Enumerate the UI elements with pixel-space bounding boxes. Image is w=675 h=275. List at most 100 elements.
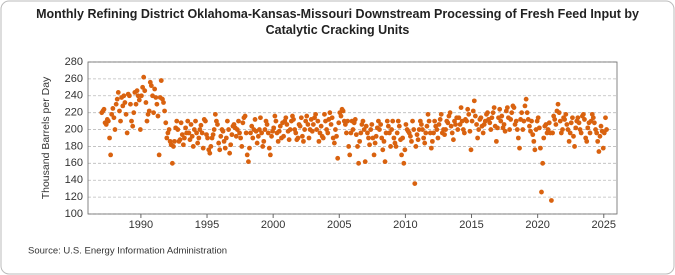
point: [390, 118, 396, 124]
point: [309, 128, 315, 134]
point: [495, 125, 500, 131]
point: [409, 138, 414, 144]
point: [347, 152, 353, 158]
point: [207, 150, 213, 156]
point: [487, 120, 493, 126]
point: [367, 142, 372, 148]
point: [381, 138, 387, 144]
point: [455, 127, 461, 132]
point: [135, 93, 141, 99]
point: [539, 189, 544, 195]
point: [368, 127, 374, 132]
point: [426, 118, 432, 124]
point: [310, 122, 316, 127]
point: [555, 101, 561, 107]
point: [411, 127, 417, 132]
point: [196, 135, 202, 141]
point: [573, 125, 579, 131]
point: [520, 127, 526, 132]
point: [267, 152, 273, 158]
point: [188, 122, 194, 127]
point: [220, 128, 226, 134]
y-tick-label: 160: [65, 157, 83, 169]
point: [198, 122, 204, 128]
point: [316, 138, 322, 144]
point: [295, 135, 301, 141]
point: [591, 120, 597, 126]
point: [226, 127, 231, 132]
point: [571, 133, 576, 139]
point: [182, 135, 187, 141]
point: [388, 144, 393, 149]
point: [336, 120, 342, 126]
point: [123, 111, 129, 117]
point: [373, 133, 379, 139]
point: [419, 122, 424, 127]
point: [146, 108, 152, 114]
point: [490, 110, 496, 116]
point: [527, 123, 532, 129]
point: [148, 83, 154, 89]
point: [400, 135, 406, 141]
point: [568, 120, 574, 126]
point: [210, 132, 216, 138]
point: [276, 128, 282, 134]
point: [111, 115, 117, 121]
y-tick-label: 280: [65, 56, 83, 68]
point: [384, 118, 390, 124]
point: [269, 133, 274, 139]
point: [108, 152, 114, 158]
plot-border: [87, 61, 618, 215]
point: [304, 113, 310, 119]
point: [299, 133, 305, 139]
point: [258, 115, 263, 121]
point: [302, 127, 308, 132]
point: [365, 130, 370, 136]
point: [114, 96, 120, 102]
point: [228, 142, 234, 148]
point: [383, 130, 389, 136]
x-tick-label: 2020: [525, 219, 549, 231]
point: [342, 122, 348, 127]
point: [590, 115, 596, 121]
point: [344, 130, 349, 136]
point: [476, 127, 482, 132]
point: [474, 122, 479, 127]
point: [171, 144, 176, 149]
point: [315, 118, 321, 124]
point: [402, 147, 408, 153]
point: [297, 123, 303, 129]
point: [141, 74, 147, 80]
point: [272, 113, 278, 119]
point: [266, 145, 272, 151]
point: [259, 130, 265, 136]
point: [408, 133, 413, 139]
point: [497, 106, 503, 112]
point: [345, 118, 351, 124]
y-tick-label: 260: [65, 73, 83, 85]
point: [189, 133, 195, 139]
point: [193, 118, 198, 124]
point: [250, 135, 256, 141]
point: [281, 133, 286, 139]
point: [493, 138, 499, 144]
point: [385, 123, 391, 129]
point: [180, 142, 186, 148]
point: [329, 115, 335, 121]
point: [391, 135, 397, 141]
point: [112, 127, 118, 132]
point: [564, 122, 570, 127]
point: [489, 115, 495, 121]
point: [298, 115, 304, 121]
point: [540, 160, 546, 166]
point: [553, 122, 559, 127]
point: [117, 108, 122, 114]
point: [199, 130, 205, 136]
point: [177, 137, 183, 143]
point: [469, 118, 475, 124]
point: [247, 145, 252, 151]
point: [461, 130, 467, 136]
point: [216, 140, 222, 146]
point: [585, 125, 591, 131]
point: [428, 145, 434, 151]
